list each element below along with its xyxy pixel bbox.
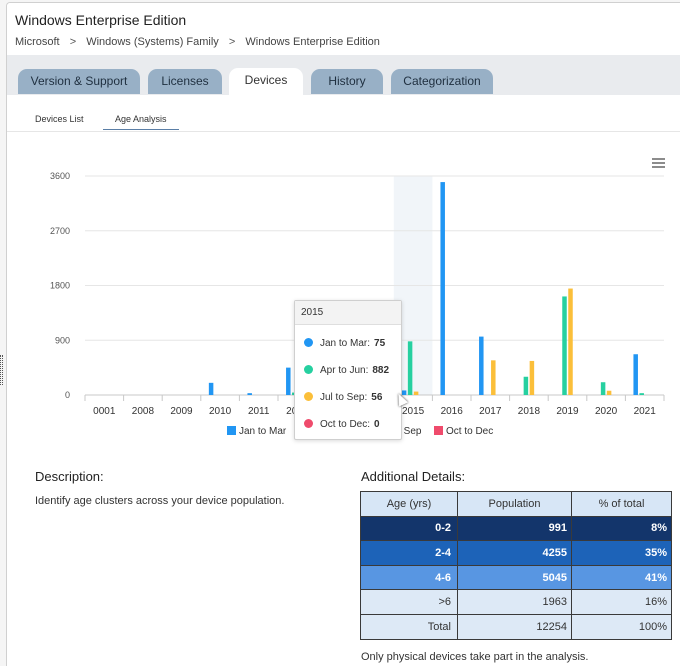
table-row: 4-6 5045 41% [360, 564, 672, 591]
subtab-bar: Devices List Age Analysis [7, 95, 680, 132]
bar [407, 341, 413, 395]
age-details-table: Age (yrs) Population % of total 0-2 991 8%… [360, 491, 672, 640]
bar [491, 360, 496, 395]
bar [562, 296, 567, 395]
legend-swatch [227, 426, 236, 435]
tab-history[interactable]: History [311, 69, 383, 94]
breadcrumb-item-current: Windows Enterprise Edition [245, 36, 380, 48]
tab-categorization[interactable]: Categorization [391, 69, 493, 94]
dot-icon [304, 419, 313, 428]
legend-label: Jan to Mar [239, 426, 287, 437]
page-header: Windows Enterprise Edition Microsoft > W… [7, 3, 680, 55]
x-tick-label: 2016 [441, 406, 464, 417]
age-analysis-chart: 0900180027003600000120082009201020112012… [50, 158, 666, 437]
x-tick-label: 2021 [634, 406, 657, 417]
additional-details-heading: Additional Details: [361, 469, 466, 484]
bar [600, 382, 606, 395]
table-row: 0-2 991 8% [360, 515, 672, 542]
bar [440, 182, 445, 395]
y-tick-label: 900 [55, 335, 70, 345]
dot-icon [304, 365, 313, 374]
tooltip-row-apr-jun: Apr to Jun: 882 [304, 365, 389, 376]
table-header-row: Age (yrs) Population % of total [360, 491, 672, 517]
bar [208, 382, 214, 395]
y-tick-label: 0 [65, 390, 70, 400]
breadcrumb-item-microsoft[interactable]: Microsoft [15, 36, 60, 48]
y-tick-label: 2700 [50, 226, 70, 236]
subtab-devices-list[interactable]: Devices List [35, 114, 84, 124]
breadcrumb-separator: > [69, 36, 77, 48]
tooltip-title: 2015 [295, 301, 401, 325]
dot-icon [304, 338, 313, 347]
tab-devices[interactable]: Devices [229, 68, 303, 95]
x-tick-label: 2010 [209, 406, 232, 417]
description-text: Identify age clusters across your device… [35, 495, 285, 507]
subtab-age-analysis[interactable]: Age Analysis [103, 114, 179, 130]
x-tick-label: 2015 [402, 406, 425, 417]
dot-icon [304, 392, 313, 401]
bar [529, 360, 535, 395]
tooltip-row-oct-dec: Oct to Dec: 0 [304, 419, 380, 430]
table-row-total: Total 12254 100% [360, 613, 672, 640]
bar [413, 391, 419, 395]
y-tick-label: 1800 [50, 281, 70, 291]
column-header-population: Population [457, 491, 572, 517]
breadcrumb-item-family[interactable]: Windows (Systems) Family [86, 36, 219, 48]
x-tick-label: 2019 [556, 406, 579, 417]
resize-handle[interactable] [0, 355, 3, 385]
bar [568, 288, 573, 395]
bar [639, 393, 644, 395]
bar [247, 393, 252, 395]
bar [523, 376, 529, 395]
bar [633, 354, 638, 395]
x-tick-label: 2008 [132, 406, 155, 417]
tab-licenses[interactable]: Licenses [148, 69, 222, 94]
x-tick-label: 2020 [595, 406, 618, 417]
tab-bar: Version & Support Licenses Devices Histo… [7, 55, 680, 95]
description-heading: Description: [35, 469, 104, 484]
tooltip-row-jul-sep: Jul to Sep: 56 [304, 392, 382, 403]
bar [286, 367, 291, 395]
table-row: 2-4 4255 35% [360, 540, 672, 566]
x-tick-label: 0001 [93, 406, 116, 417]
bar [401, 390, 407, 395]
bar [479, 336, 484, 395]
table-row: >6 1963 16% [360, 589, 672, 615]
y-tick-label: 3600 [50, 171, 70, 181]
analysis-note: Only physical devices take part in the a… [361, 651, 589, 663]
breadcrumb-separator: > [228, 36, 236, 48]
column-header-percent: % of total [571, 491, 672, 517]
x-tick-label: 2011 [248, 406, 270, 417]
breadcrumb: Microsoft > Windows (Systems) Family > W… [15, 36, 380, 48]
page-title: Windows Enterprise Edition [15, 12, 187, 28]
tab-version-support[interactable]: Version & Support [18, 69, 140, 94]
legend-swatch [434, 426, 443, 435]
app-window: Windows Enterprise Edition Microsoft > W… [6, 2, 680, 666]
menu-icon[interactable] [652, 158, 666, 170]
bar [606, 390, 612, 395]
x-tick-label: 2009 [170, 406, 193, 417]
x-tick-label: 2017 [479, 406, 502, 417]
column-header-age: Age (yrs) [360, 491, 458, 517]
chart-tooltip: 2015 Jan to Mar: 75 Apr to Jun: 882 Jul to… [294, 300, 402, 440]
legend-label: Oct to Dec [446, 426, 493, 437]
x-tick-label: 2018 [518, 406, 541, 417]
tooltip-row-jan-mar: Jan to Mar: 75 [304, 338, 385, 349]
